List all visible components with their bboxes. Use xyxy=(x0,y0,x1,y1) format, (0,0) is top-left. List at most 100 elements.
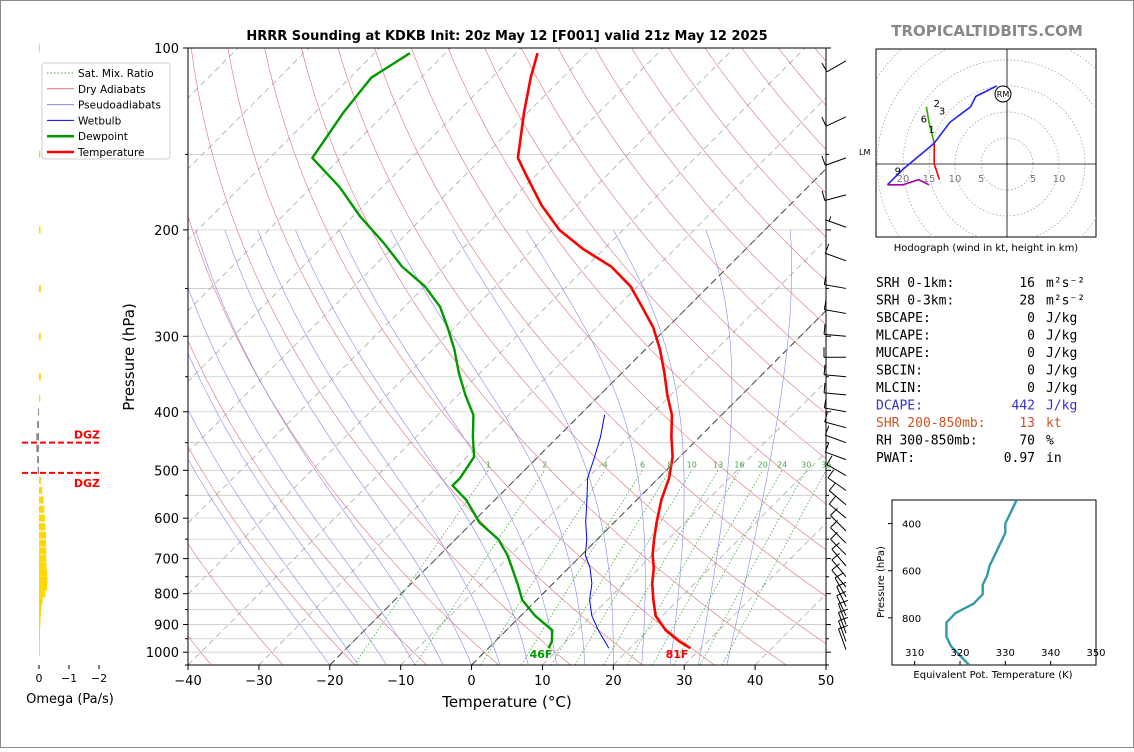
hodograph-height-label: 6 xyxy=(921,114,927,125)
index-value: 0 xyxy=(1027,346,1035,361)
index-value: 70 xyxy=(1019,434,1035,449)
thetae-ytick-label: 600 xyxy=(902,567,921,578)
omega-bar xyxy=(39,570,47,577)
ytick-label: 900 xyxy=(154,619,179,634)
xtick-label: 20 xyxy=(605,674,622,689)
ytick-label: 200 xyxy=(154,224,179,239)
index-unit: kt xyxy=(1046,416,1062,431)
omega-bar xyxy=(39,590,45,597)
hodograph-height-label: 9 xyxy=(895,166,901,177)
omega-bar xyxy=(39,487,42,494)
xtick-label: 10 xyxy=(534,674,551,689)
index-label: MLCIN: xyxy=(876,381,923,396)
ytick-label: 500 xyxy=(154,464,179,479)
omega-bar xyxy=(39,555,46,562)
xtick-label: 50 xyxy=(818,674,835,689)
omega-bar xyxy=(39,515,45,522)
lm-label: LM xyxy=(859,148,870,157)
thetae-ytick-label: 400 xyxy=(902,520,921,531)
mix-ratio-label: 24 xyxy=(777,460,787,469)
xtick-label: 40 xyxy=(747,674,764,689)
dgz-label: DGZ xyxy=(74,477,100,490)
hodograph-ring-label: 10 xyxy=(1053,174,1066,185)
omega-bar xyxy=(39,547,46,554)
index-label: SBCAPE: xyxy=(876,311,931,326)
thetae-frame xyxy=(892,500,1096,665)
omega-xtick-label: −2 xyxy=(91,672,107,685)
thetae-xtick-label: 330 xyxy=(996,648,1015,659)
omega-bar xyxy=(39,333,41,340)
mix-ratio-label: 10 xyxy=(687,460,697,469)
index-row: RH 300-850mb: 70% xyxy=(876,434,1054,449)
hodograph-ring-label: 5 xyxy=(1030,174,1036,185)
omega-xlabel: Omega (Pa/s) xyxy=(26,692,114,707)
omega-xtick-label: 0 xyxy=(36,672,43,685)
omega-bar xyxy=(39,597,43,604)
index-value: 16 xyxy=(1019,276,1035,291)
mix-ratio-label: 6 xyxy=(640,460,645,469)
omega-bar xyxy=(39,609,41,616)
index-value: 0 xyxy=(1027,311,1035,326)
xtick-label: 30 xyxy=(676,674,693,689)
index-value: 13 xyxy=(1019,416,1035,431)
index-value: 0 xyxy=(1027,381,1035,396)
omega-bar xyxy=(39,540,46,547)
mix-ratio-label: 13 xyxy=(713,460,723,469)
mix-ratio-label: 16 xyxy=(734,460,744,469)
omega-bar xyxy=(37,456,39,463)
index-label: SHR 200-850mb: xyxy=(876,416,986,431)
omega-bar xyxy=(39,497,44,504)
omega-bar xyxy=(36,433,39,440)
index-unit: J/kg xyxy=(1046,346,1077,361)
index-unit: J/kg xyxy=(1046,329,1077,344)
index-label: SRH 0-3km: xyxy=(876,294,954,309)
omega-bar xyxy=(39,395,40,402)
index-label: MLCAPE: xyxy=(876,329,931,344)
hodograph-frame xyxy=(876,49,1096,237)
omega-bar xyxy=(37,421,39,428)
ytick-label: 700 xyxy=(154,553,179,568)
omega-bar xyxy=(38,408,39,415)
storm-motion-rm: RM xyxy=(995,86,1011,102)
omega-bar xyxy=(39,506,44,513)
xtick-label: 0 xyxy=(467,674,475,689)
index-label: RH 300-850mb: xyxy=(876,434,978,449)
legend-label: Sat. Mix. Ratio xyxy=(78,68,154,80)
hodograph-caption: Hodograph (wind in kt, height in km) xyxy=(894,243,1079,254)
thetae-xtick-label: 310 xyxy=(905,648,924,659)
omega-bar xyxy=(39,523,45,530)
omega-bar xyxy=(39,226,41,233)
hodograph-ring-label: 5 xyxy=(978,174,984,185)
omega-bar xyxy=(38,467,39,474)
ytick-label: 800 xyxy=(154,588,179,603)
index-unit: % xyxy=(1046,434,1054,449)
thetae-xlabel: Equivalent Pot. Temperature (K) xyxy=(913,670,1072,681)
index-label: MUCAPE: xyxy=(876,346,931,361)
mix-ratio-label: 30 xyxy=(801,460,811,469)
surface-dewpoint-label: 46F xyxy=(530,648,553,661)
skewt-ylabel: Pressure (hPa) xyxy=(120,303,138,411)
skewt-xlabel: Temperature (°C) xyxy=(441,693,571,711)
omega-bar xyxy=(39,577,48,584)
index-label: PWAT: xyxy=(876,451,915,466)
mix-ratio-label: 8 xyxy=(667,460,672,469)
xtick-label: −40 xyxy=(174,674,201,689)
index-label: DCAPE: xyxy=(876,399,923,414)
dgz-label: DGZ xyxy=(74,429,100,442)
ytick-label: 400 xyxy=(154,406,179,421)
thetae-ylabel: Pressure (hPa) xyxy=(876,546,887,618)
omega-bar xyxy=(39,151,40,158)
xtick-label: −20 xyxy=(316,674,343,689)
index-value: 0 xyxy=(1027,329,1035,344)
legend-label: Wetbulb xyxy=(78,115,122,127)
thetae-xtick-label: 320 xyxy=(950,648,969,659)
hodograph-height-label: 1 xyxy=(928,125,934,136)
thetae-xtick-label: 350 xyxy=(1086,648,1105,659)
index-label: SRH 0-1km: xyxy=(876,276,954,291)
mix-ratio-label: 20 xyxy=(758,460,768,469)
hodograph-ring-label: 10 xyxy=(949,174,962,185)
